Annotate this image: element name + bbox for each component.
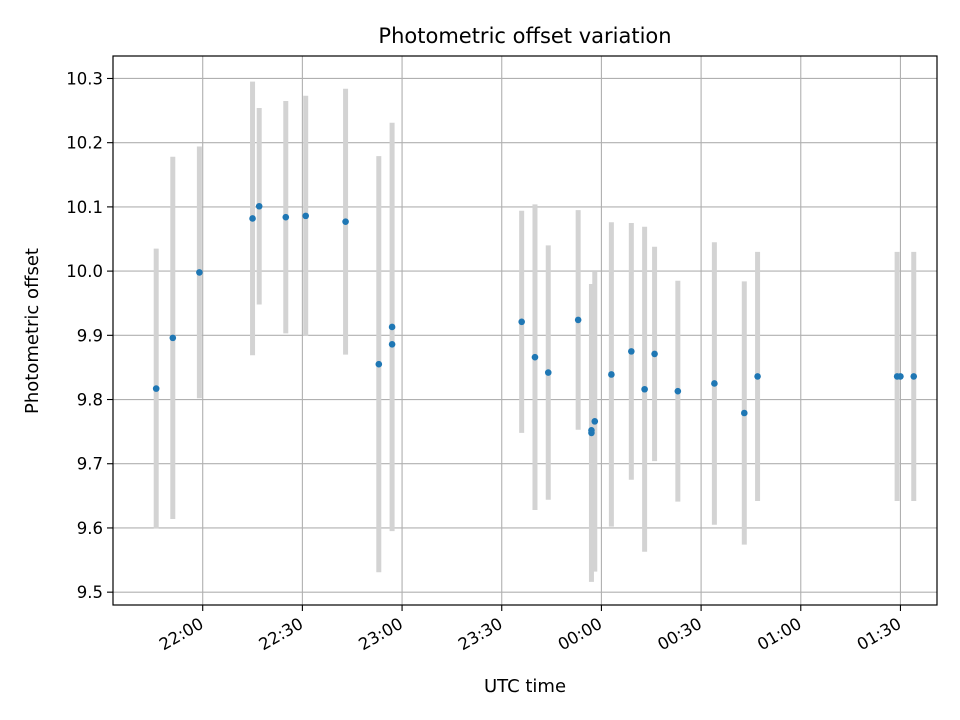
plot-area (113, 56, 937, 605)
data-point (740, 409, 748, 417)
y-tick-label: 10.2 (66, 134, 103, 153)
data-point (388, 341, 396, 348)
y-axis-label: Photometric offset (22, 248, 43, 414)
y-axis-ticks: 9.5 9.6 9.7 9.8 9.9 10.0 10.1 10.2 10.3 (66, 69, 113, 602)
data-point (255, 202, 263, 210)
data-point (282, 213, 290, 221)
data-point (152, 385, 160, 392)
data-points (152, 202, 918, 437)
data-point (388, 323, 396, 331)
chart-title: Photometric offset variation (378, 24, 671, 48)
y-tick-label: 9.9 (77, 326, 103, 345)
data-point (608, 371, 615, 378)
y-tick-label: 9.7 (77, 455, 103, 474)
data-point (910, 373, 918, 380)
data-point (169, 334, 177, 342)
data-point (674, 387, 682, 395)
data-point (588, 427, 595, 434)
data-point (302, 212, 310, 220)
data-point (641, 385, 648, 393)
data-point (531, 353, 539, 361)
data-point (196, 269, 203, 276)
data-point (342, 218, 349, 225)
plot-frame (112, 55, 938, 606)
data-point (711, 380, 718, 387)
y-tick-label: 10.1 (66, 198, 103, 217)
y-tick-label: 10.0 (66, 262, 103, 281)
data-point (628, 348, 635, 355)
y-tick-label: 9.5 (77, 583, 103, 602)
data-point (651, 350, 658, 358)
data-point (544, 369, 552, 376)
data-point (897, 373, 904, 380)
y-tick-label: 10.3 (66, 69, 103, 88)
data-point (518, 318, 525, 326)
data-point (591, 418, 599, 425)
y-tick-label: 9.8 (77, 391, 103, 410)
data-point (375, 360, 383, 368)
y-tick-label: 9.6 (77, 519, 103, 538)
x-axis-label: UTC time (484, 676, 566, 697)
data-point (249, 215, 256, 222)
data-point (754, 373, 761, 380)
data-point (574, 316, 582, 324)
